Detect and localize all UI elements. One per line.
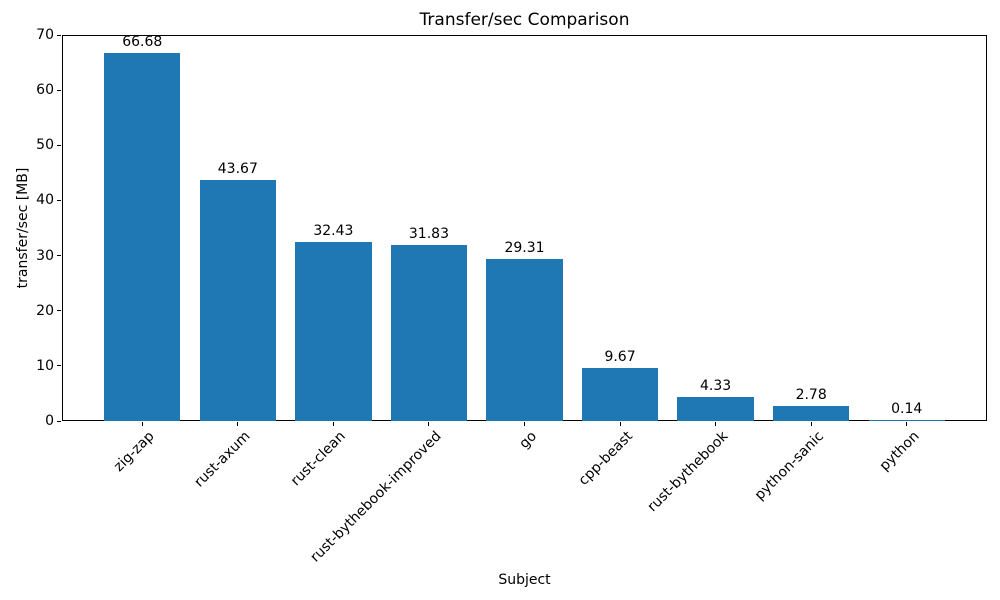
x-tick-mark xyxy=(906,422,908,426)
bar-value-label: 9.67 xyxy=(604,348,636,365)
x-tick-label: zig-zap xyxy=(111,428,158,475)
x-tick-label: cpp-beast xyxy=(575,428,636,489)
y-tick-label: 0 xyxy=(45,413,54,429)
x-tick-label: rust-axum xyxy=(191,428,254,491)
x-tick-mark xyxy=(332,422,334,426)
bar-value-label: 4.33 xyxy=(700,378,732,395)
x-axis-label: Subject xyxy=(498,572,551,588)
y-tick-mark xyxy=(57,34,61,36)
y-tick-mark xyxy=(57,310,61,312)
x-tick-label: python-sanic xyxy=(751,428,827,504)
chart-title: Transfer/sec Comparison xyxy=(419,10,630,30)
bar-zig-zap xyxy=(104,53,181,421)
x-tick-mark xyxy=(524,422,525,426)
bar-rust-bythebook-improved xyxy=(390,245,468,421)
bar-python-sanic xyxy=(772,405,850,421)
bar-value-label: 29.31 xyxy=(504,240,545,257)
x-tick-mark xyxy=(810,422,812,426)
y-tick-label: 40 xyxy=(36,192,54,209)
bar-value-label: 31.83 xyxy=(408,226,449,243)
x-tick-mark xyxy=(237,422,239,426)
bar-go xyxy=(486,259,563,421)
x-tick-label: rust-bythebook xyxy=(644,428,732,516)
x-tick-mark xyxy=(428,422,430,426)
y-tick-mark xyxy=(57,365,61,367)
y-axis-label: transfer/sec [MB] xyxy=(15,167,31,289)
y-tick-label: 10 xyxy=(36,357,54,374)
x-tick-mark xyxy=(619,422,621,426)
bar-value-label: 2.78 xyxy=(795,386,827,403)
y-tick-mark xyxy=(57,255,61,257)
bar-rust-axum xyxy=(199,180,277,421)
x-tick-mark xyxy=(141,422,143,426)
bar-value-label: 43.67 xyxy=(217,161,258,178)
y-tick-label: 20 xyxy=(36,302,54,319)
y-tick-label: 30 xyxy=(36,247,54,264)
y-tick-mark xyxy=(57,420,61,422)
bar-value-label: 0.14 xyxy=(891,401,923,418)
y-tick-mark xyxy=(57,144,61,146)
y-tick-mark xyxy=(57,199,61,201)
x-tick-label: rust-clean xyxy=(288,428,349,490)
bar-rust-bythebook xyxy=(677,397,754,421)
x-tick-label: go xyxy=(516,428,541,452)
bar-value-label: 32.43 xyxy=(313,223,354,240)
bar-value-label: 66.68 xyxy=(122,34,163,51)
bar-python xyxy=(868,420,945,422)
y-tick-label: 60 xyxy=(36,82,54,99)
y-tick-label: 70 xyxy=(36,27,54,43)
bar-cpp-beast xyxy=(581,367,659,421)
y-tick-mark xyxy=(57,89,61,91)
bar-rust-clean xyxy=(295,242,372,421)
y-tick-label: 50 xyxy=(36,137,54,154)
x-tick-mark xyxy=(715,422,717,426)
x-tick-label: python xyxy=(876,428,923,475)
